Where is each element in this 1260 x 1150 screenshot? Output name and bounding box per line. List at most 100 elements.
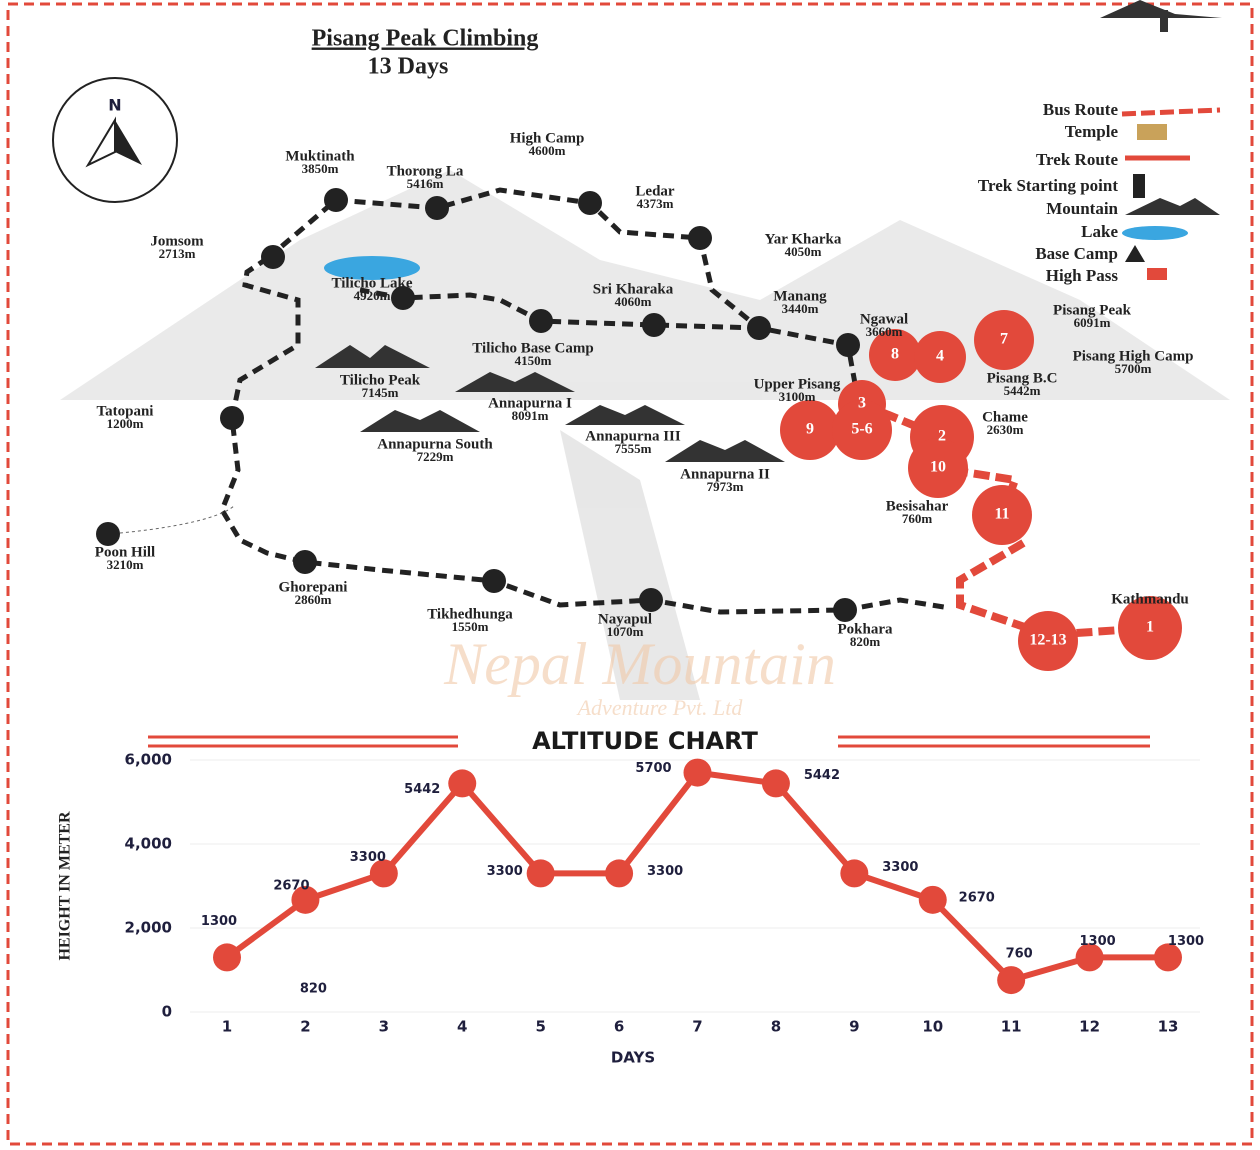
- place-name: Pisang B.C: [987, 370, 1058, 386]
- place-name: Ledar: [635, 183, 675, 199]
- legend-basecamp: [1125, 245, 1145, 262]
- place-altitude: 3850m: [302, 161, 339, 176]
- x-tick-label: 6: [614, 1018, 624, 1036]
- chart-annotation: 820: [300, 982, 327, 997]
- x-tick-label: 12: [1079, 1018, 1100, 1036]
- mountain-icons: [315, 345, 785, 462]
- place-altitude: 7973m: [707, 479, 744, 494]
- legend-label: Bus Route: [1043, 100, 1119, 119]
- place-altitude: 3440m: [782, 301, 819, 316]
- place-name: Pisang High Camp: [1073, 348, 1194, 364]
- x-tick-label: 2: [300, 1018, 310, 1036]
- data-label: 5442: [804, 768, 840, 783]
- x-tick-label: 3: [379, 1018, 389, 1036]
- place-altitude: 1200m: [107, 416, 144, 431]
- y-tick-label: 0: [162, 1003, 172, 1021]
- place-altitude: 4373m: [637, 196, 674, 211]
- y-tick-label: 2,000: [125, 919, 172, 937]
- data-label: 3300: [647, 864, 683, 879]
- place-altitude: 4060m: [615, 294, 652, 309]
- legend-label: Trek Starting point: [978, 176, 1118, 195]
- legend-label: Base Camp: [1035, 244, 1118, 263]
- legend: Bus Route Temple Trek Route Trek Starting p…: [978, 100, 1221, 285]
- page-border: [6, 2, 1254, 1146]
- place-altitude: 1070m: [607, 624, 644, 639]
- compass: N: [52, 77, 178, 203]
- data-label: 1300: [201, 914, 237, 929]
- data-label: 5442: [404, 782, 440, 797]
- legend-label: Temple: [1065, 122, 1119, 141]
- x-tick-label: 10: [922, 1018, 943, 1036]
- stop-dots: [96, 188, 860, 622]
- legend-label: Lake: [1081, 222, 1118, 241]
- legend-temple: [1137, 124, 1167, 140]
- place-name: Thorong La: [387, 163, 464, 179]
- place-name: Pokhara: [837, 621, 893, 637]
- place-altitude: 3660m: [866, 324, 903, 339]
- place-altitude: 2860m: [295, 592, 332, 607]
- day-marker: 5-6: [851, 421, 872, 438]
- x-tick-label: 7: [692, 1018, 702, 1036]
- altitude-point: [1075, 943, 1104, 972]
- day-marker: 10: [930, 459, 946, 476]
- altitude-point: [526, 859, 555, 888]
- title: Pisang Peak Climbing: [312, 26, 539, 52]
- data-label: 3300: [487, 864, 523, 879]
- place-altitude: 7555m: [615, 441, 652, 456]
- x-tick-label: 8: [771, 1018, 781, 1036]
- data-label: 760: [1006, 947, 1033, 962]
- lake: [324, 256, 420, 280]
- place-name: Ghorepani: [279, 579, 348, 595]
- altitude-point: [448, 769, 477, 798]
- side-trail: [107, 504, 236, 535]
- place-altitude: 8091m: [512, 408, 549, 423]
- place-name: Annapurna III: [585, 428, 681, 444]
- place-altitude: 4150m: [515, 353, 552, 368]
- place-altitude: 4600m: [529, 143, 566, 158]
- altitude-point: [213, 943, 241, 972]
- place-name: Kathmandu: [1111, 591, 1189, 607]
- data-label: 2670: [273, 878, 309, 893]
- place-altitude: 4050m: [785, 244, 822, 259]
- place-name: Annapurna I: [488, 395, 572, 411]
- place-name: Pisang Peak: [1053, 302, 1132, 318]
- x-tick-label: 9: [849, 1018, 859, 1036]
- x-tick-label: 4: [457, 1018, 467, 1036]
- place-altitude: 760m: [902, 511, 933, 526]
- day-circles: [780, 310, 1182, 671]
- legend-pass: [1147, 268, 1167, 280]
- place-altitude: 7145m: [362, 385, 399, 400]
- place-name: Tilicho Peak: [340, 372, 421, 388]
- altitude-point: [840, 859, 869, 888]
- x-axis-label: DAYS: [611, 1049, 655, 1067]
- legend-mountain: [1125, 198, 1220, 215]
- legend-lake: [1122, 226, 1188, 240]
- place-name: Annapurna South: [377, 436, 493, 452]
- place-name: Nayapul: [598, 611, 652, 627]
- place-altitude: 820m: [850, 634, 881, 649]
- day-marker: 1: [1146, 619, 1154, 636]
- chart-title: ALTITUDE CHART: [532, 727, 758, 755]
- data-label: 3300: [882, 860, 918, 875]
- altitude-point: [369, 859, 398, 888]
- place-altitude: 5700m: [1115, 361, 1152, 376]
- place-name: High Camp: [510, 130, 585, 146]
- place-altitude: 7229m: [417, 449, 454, 464]
- place-name: Sri Kharaka: [593, 281, 674, 297]
- x-tick-label: 5: [535, 1018, 545, 1036]
- place-altitude: 3100m: [779, 389, 816, 404]
- y-axis-label: HEIGHT IN METER: [57, 811, 74, 961]
- place-altitude: 3210m: [107, 557, 144, 572]
- place-altitude: 2713m: [159, 246, 196, 261]
- place-name: Tilicho Base Camp: [472, 340, 593, 356]
- day-marker: 4: [936, 348, 944, 365]
- place-altitude: 4920m: [354, 288, 391, 303]
- place-altitude: 5416m: [407, 176, 444, 191]
- place-altitude: 5442m: [1004, 383, 1041, 398]
- place-name: Muktinath: [285, 148, 355, 164]
- place-name: Tilicho Lake: [332, 275, 413, 291]
- data-label: 5700: [635, 761, 671, 776]
- day-marker: 8: [891, 346, 899, 363]
- place-name: Upper Pisang: [754, 376, 841, 392]
